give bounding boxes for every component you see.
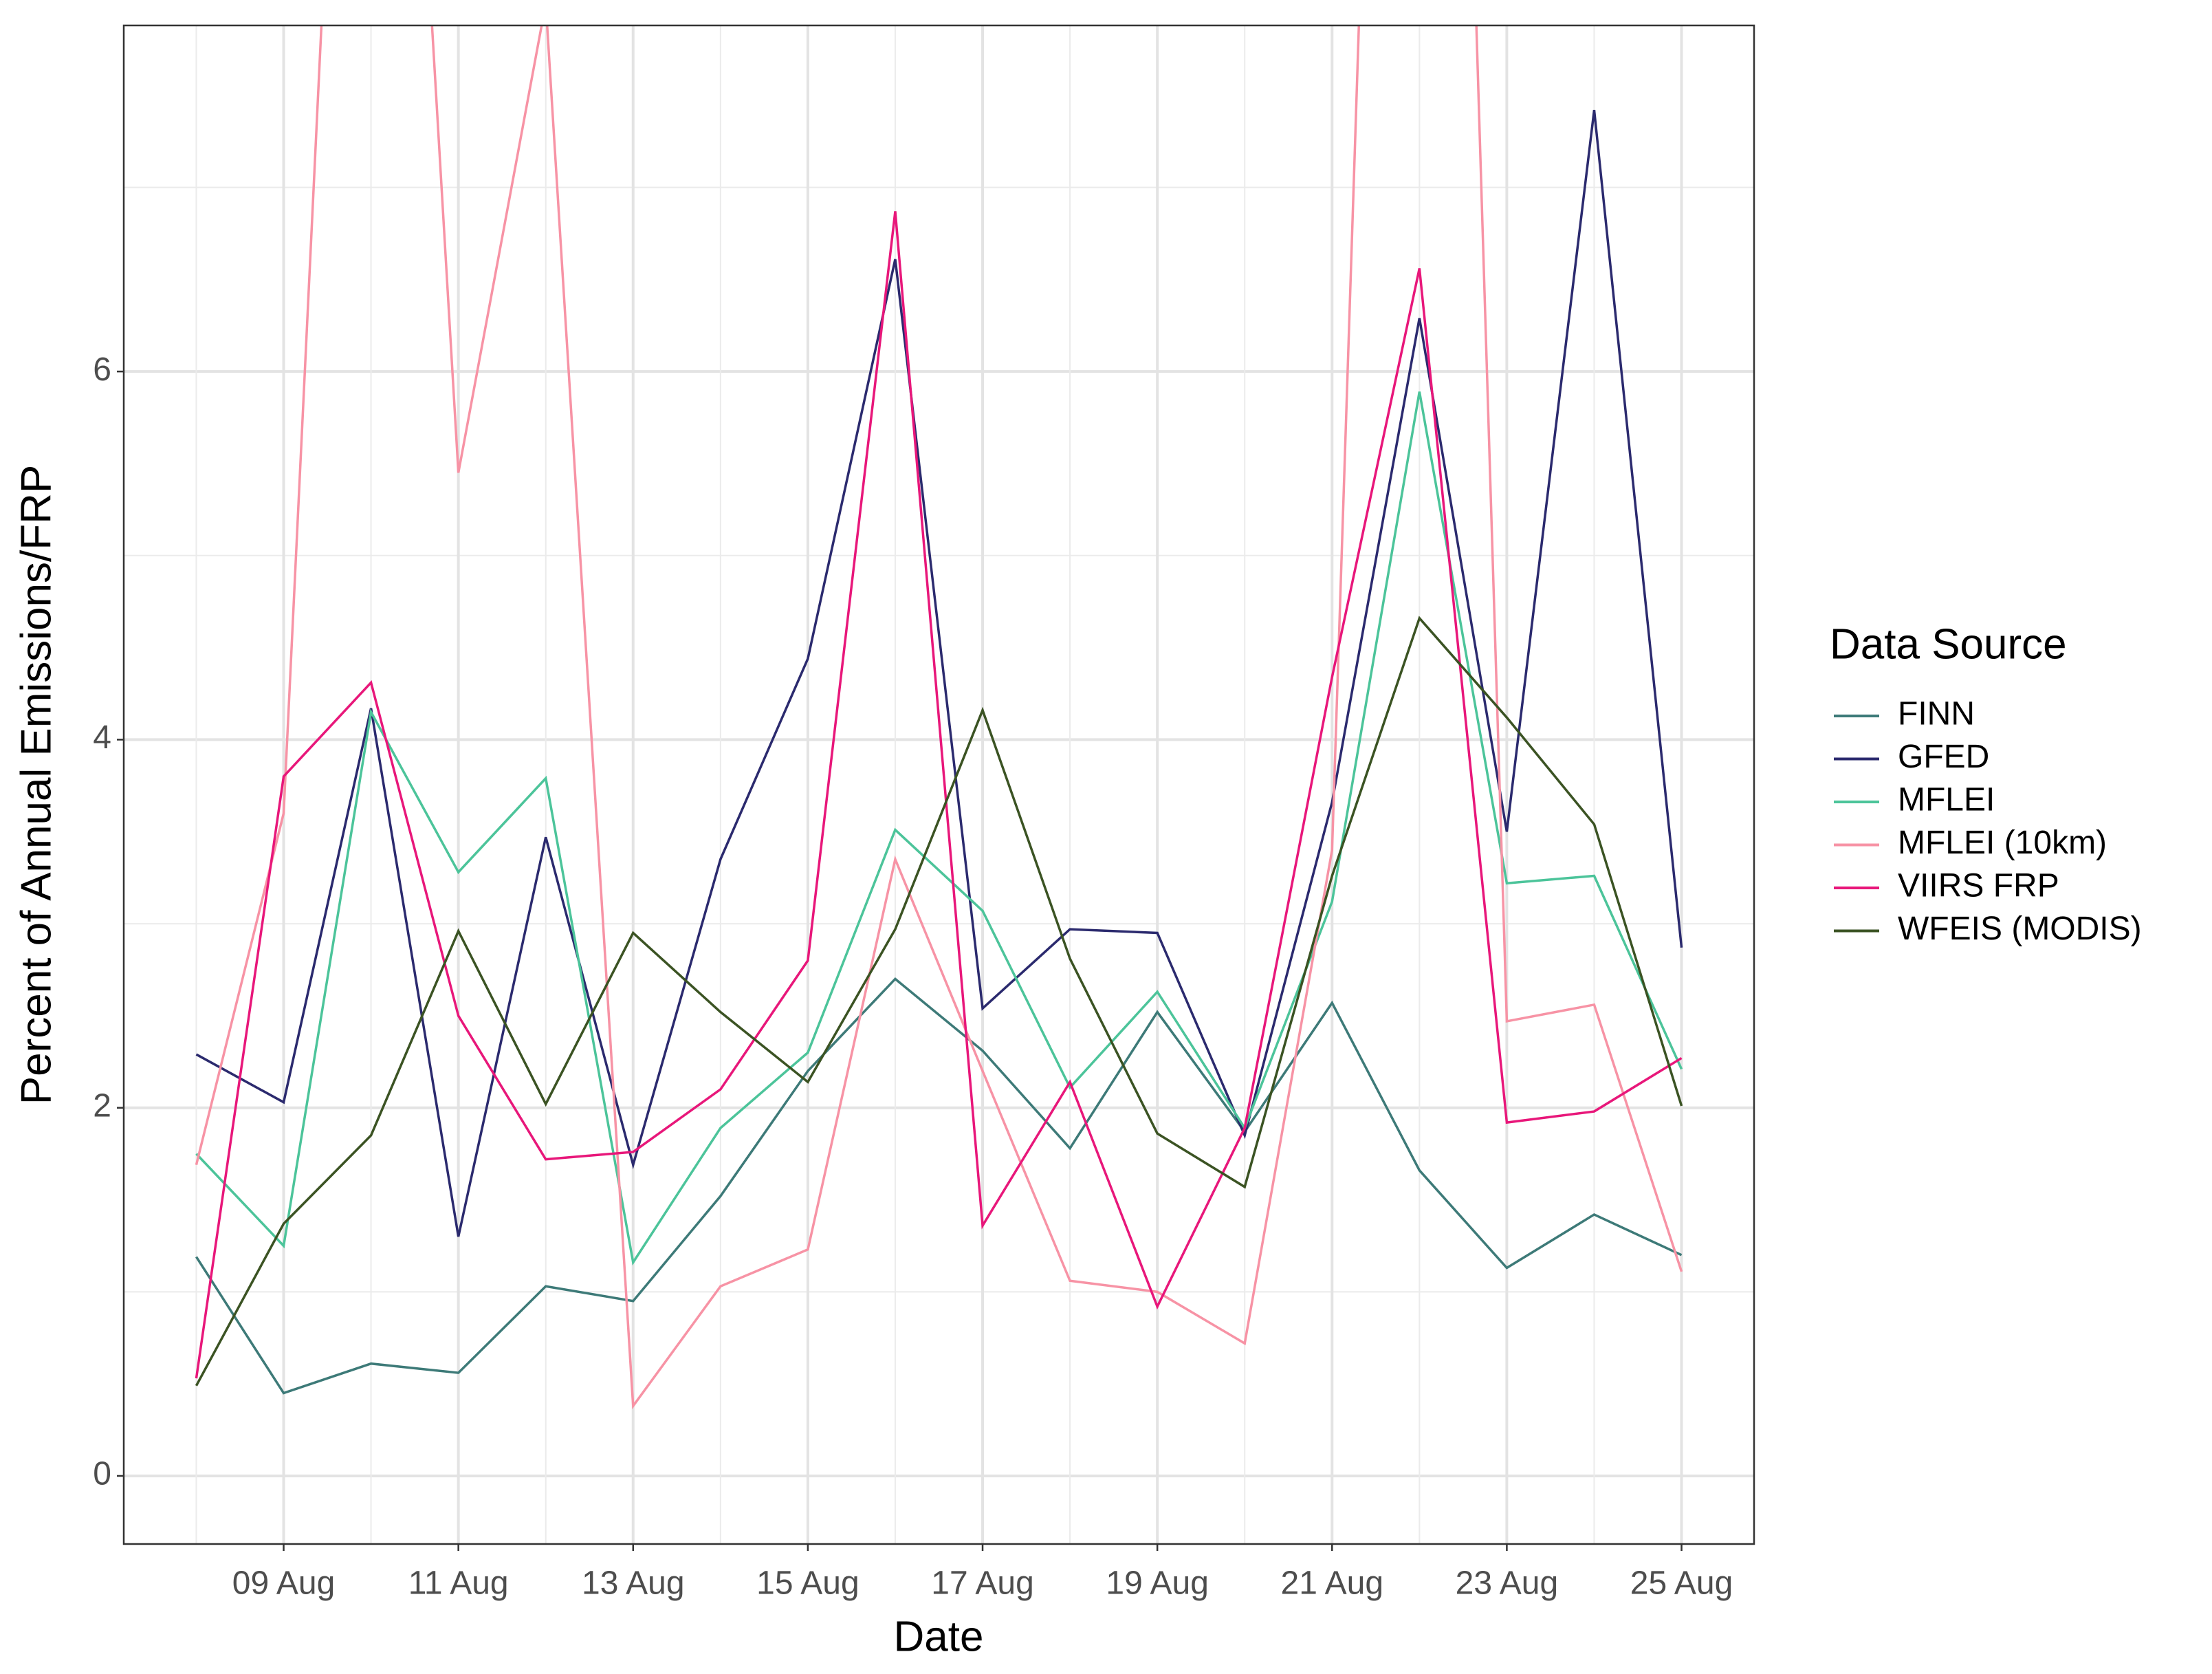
axes: 0 2 4 6 09 Aug 11 Aug 13 Aug 15 Aug 17 Aug 19 Aug…: [93, 351, 1733, 1602]
x-tick-label: 17 Aug: [931, 1565, 1033, 1602]
x-tick-label: 21 Aug: [1281, 1565, 1383, 1602]
x-tick-label: 15 Aug: [756, 1565, 859, 1602]
legend-label: GFED: [1898, 739, 1989, 775]
plot-lines: [195, 25, 1683, 1410]
x-axis-title: Date: [894, 1613, 984, 1660]
series-line: [195, 977, 1683, 1395]
x-tick-label: 19 Aug: [1106, 1565, 1208, 1602]
legend: FINN GFED MFLEI MFLEI (10km) VIIRS FRP WFEIS …: [1834, 696, 2142, 947]
y-tick-label: 2: [93, 1087, 111, 1124]
x-tick-label: 09 Aug: [232, 1565, 335, 1602]
x-tick-label: 11 Aug: [408, 1565, 509, 1602]
x-tick-label: 25 Aug: [1630, 1565, 1733, 1602]
y-tick-label: 4: [93, 719, 111, 756]
legend-title: Data Source: [1830, 620, 2067, 668]
series-line: [195, 25, 1683, 1410]
legend-label: MFLEI: [1898, 782, 1995, 818]
y-axis-title: Percent of Annual Emissions/FRP: [12, 465, 60, 1105]
series-line: [195, 391, 1683, 1266]
panel-border: [122, 24, 1755, 1545]
y-tick-label: 0: [93, 1456, 111, 1492]
y-tick-label: 6: [93, 351, 111, 388]
legend-label: FINN: [1898, 696, 1975, 732]
series-line: [195, 211, 1683, 1379]
legend-label: MFLEI (10km): [1898, 825, 2107, 861]
legend-label: WFEIS (MODIS): [1898, 911, 2142, 947]
x-tick-label: 23 Aug: [1456, 1565, 1558, 1602]
series-line: [195, 616, 1683, 1387]
legend-label: VIIRS FRP: [1898, 868, 2059, 904]
x-tick-label: 13 Aug: [582, 1565, 684, 1602]
